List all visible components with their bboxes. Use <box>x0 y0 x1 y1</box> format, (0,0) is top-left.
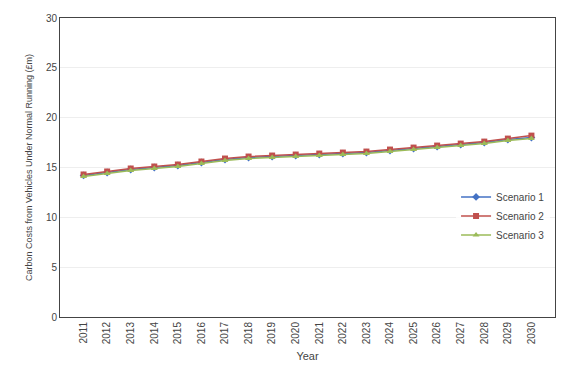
svg-text:5: 5 <box>51 262 57 273</box>
svg-text:0: 0 <box>51 312 57 323</box>
svg-text:Scenario 1: Scenario 1 <box>496 192 544 203</box>
svg-text:2027: 2027 <box>455 322 466 345</box>
svg-text:25: 25 <box>46 62 58 73</box>
svg-text:2030: 2030 <box>526 322 537 345</box>
svg-text:2021: 2021 <box>314 322 325 345</box>
svg-text:Scenario 3: Scenario 3 <box>496 230 544 241</box>
svg-text:Scenario 2: Scenario 2 <box>496 211 544 222</box>
svg-text:20: 20 <box>46 112 58 123</box>
svg-text:15: 15 <box>46 162 58 173</box>
svg-text:2020: 2020 <box>290 322 301 345</box>
svg-text:2024: 2024 <box>384 322 395 345</box>
svg-text:2029: 2029 <box>502 322 513 345</box>
svg-text:2028: 2028 <box>479 322 490 345</box>
svg-text:2012: 2012 <box>101 322 112 345</box>
svg-text:30: 30 <box>46 13 58 24</box>
svg-text:2017: 2017 <box>219 322 230 345</box>
svg-text:2025: 2025 <box>408 322 419 345</box>
svg-text:2022: 2022 <box>337 322 348 345</box>
svg-text:2016: 2016 <box>196 322 207 345</box>
svg-text:2015: 2015 <box>172 322 183 345</box>
svg-text:2014: 2014 <box>149 322 160 345</box>
svg-text:2023: 2023 <box>361 322 372 345</box>
svg-text:2011: 2011 <box>78 322 89 344</box>
svg-text:2013: 2013 <box>125 322 136 345</box>
svg-text:2018: 2018 <box>243 322 254 345</box>
svg-text:Year: Year <box>296 350 319 362</box>
svg-text:2019: 2019 <box>266 322 277 345</box>
svg-text:Carbon Costs from Vehicles Und: Carbon Costs from Vehicles Under Normal … <box>24 54 34 281</box>
svg-text:10: 10 <box>46 212 58 223</box>
svg-text:2026: 2026 <box>431 322 442 345</box>
